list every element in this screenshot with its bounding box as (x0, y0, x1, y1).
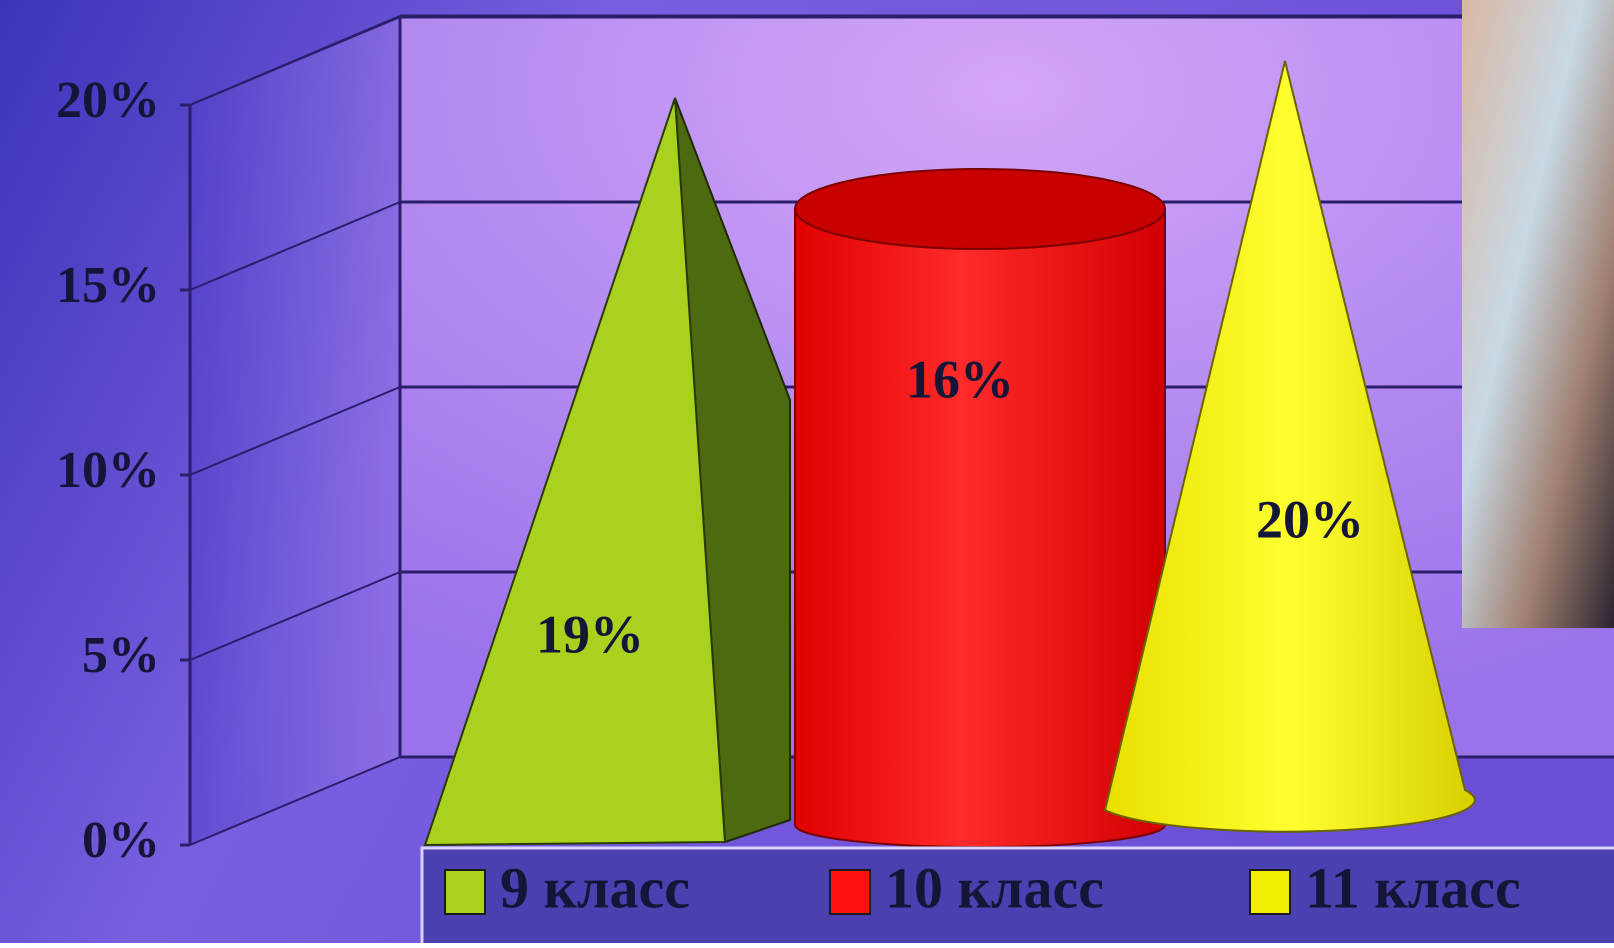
bar-body (794, 208, 1166, 848)
grid-line (189, 16, 401, 106)
legend-box (420, 846, 1614, 948)
y-tick-label: 5% (82, 627, 160, 684)
bar-body (1103, 60, 1476, 833)
legend-label: 11 класс (1305, 855, 1521, 920)
bar (794, 168, 1166, 848)
bar (423, 97, 791, 847)
value-label: 20% (1256, 489, 1364, 549)
marks: 19% 16% 20% (423, 60, 1476, 848)
bar-top (794, 168, 1166, 250)
legend: 9 класс 10 класс 11 класс (444, 855, 1521, 920)
legend-swatch (1249, 869, 1291, 915)
grid-line (189, 201, 401, 291)
photo (1462, 0, 1614, 628)
y-tick-label: 20% (56, 72, 160, 129)
grid-line (189, 571, 401, 661)
legend-label: 10 класс (885, 855, 1104, 920)
grid-line (189, 756, 401, 846)
legend-swatch (444, 869, 486, 915)
bar (1103, 60, 1476, 833)
legend-label: 9 класс (500, 855, 690, 920)
y-tick-label: 0% (82, 812, 160, 869)
legend-swatch (829, 869, 871, 915)
y-tick-label: 15% (56, 257, 160, 314)
value-label: 19% (536, 604, 644, 664)
value-label: 16% (906, 349, 1014, 409)
y-tick-label: 10% (56, 442, 160, 499)
bar-front (423, 97, 727, 847)
grid-line (189, 386, 401, 476)
